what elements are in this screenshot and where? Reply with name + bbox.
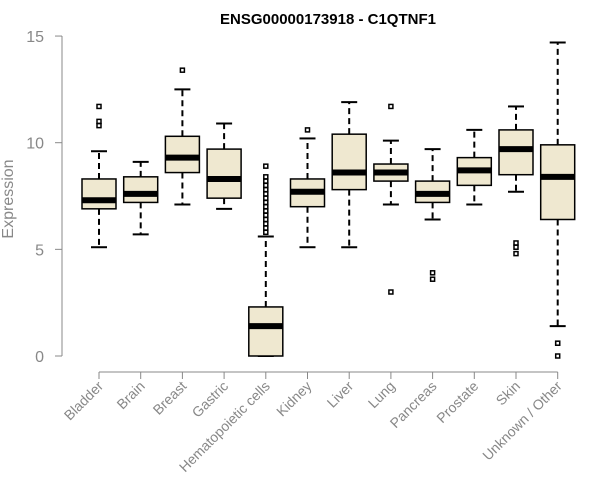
outlier-point (263, 178, 269, 184)
chart-title: ENSG00000173918 - C1QTNF1 (220, 11, 436, 28)
box-11 (498, 105, 534, 257)
y-tick-label: 5 (35, 242, 44, 259)
x-tick-label: Bladder (61, 378, 107, 424)
x-tick-label: Skin (493, 378, 524, 409)
outlier-point (388, 289, 394, 295)
outlier-point (263, 221, 269, 227)
outlier-point (96, 103, 102, 110)
outlier-point (263, 229, 269, 236)
outlier-point (554, 340, 561, 346)
outlier-point (179, 67, 186, 73)
outlier-point (304, 127, 311, 133)
outlier-point (96, 118, 102, 125)
outlier-point (263, 199, 269, 206)
outlier-point (429, 270, 436, 276)
x-tick-label: Prostate (433, 378, 481, 426)
outlier-point (263, 208, 269, 214)
y-axis: 0 5 10 15 (26, 29, 63, 366)
box-2 (122, 160, 159, 236)
iqr-box (206, 148, 242, 199)
iqr-box (248, 306, 284, 357)
iqr-box (164, 135, 201, 174)
iqr-box (81, 178, 117, 210)
outlier-point (263, 195, 269, 201)
outlier-point (96, 122, 102, 129)
outlier-point (263, 163, 269, 169)
x-tick-label: Liver (324, 378, 357, 411)
box-7 (331, 101, 367, 249)
box-5 (248, 163, 284, 357)
box-1 (81, 103, 117, 249)
outlier-point (263, 182, 269, 189)
x-tick-label: Kidney (273, 378, 315, 420)
outlier-point (263, 191, 269, 197)
outlier-point (263, 186, 269, 193)
outlier-point (263, 216, 269, 223)
box-10 (456, 128, 493, 206)
boxes-group (81, 41, 576, 359)
outlier-point (554, 353, 561, 359)
x-tick-label: Brain (113, 378, 147, 412)
y-tick-label: 15 (26, 29, 44, 46)
x-tick-label: Unknown / Other (479, 378, 565, 464)
outlier-point (513, 250, 519, 257)
y-axis-label: Expression (0, 159, 17, 238)
outlier-point (263, 174, 269, 180)
box-9 (414, 148, 451, 282)
y-tick-label: 0 (35, 349, 44, 366)
iqr-box (122, 176, 159, 204)
iqr-box (498, 129, 534, 176)
iqr-box (331, 133, 367, 191)
box-3 (164, 67, 201, 206)
y-tick-label: 10 (26, 136, 44, 153)
x-tick-label: Lung (365, 378, 398, 411)
outlier-point (388, 103, 394, 110)
box-8 (373, 103, 409, 295)
outlier-point (263, 203, 269, 210)
box-12 (539, 41, 576, 359)
iqr-box (539, 144, 576, 221)
outlier-point (263, 212, 269, 218)
box-6 (289, 127, 326, 249)
outlier-point (513, 240, 519, 246)
outlier-point (263, 225, 269, 231)
box-4 (206, 122, 242, 210)
outlier-point (429, 276, 436, 282)
outlier-point (513, 244, 519, 250)
x-tick-label: Breast (150, 378, 190, 418)
